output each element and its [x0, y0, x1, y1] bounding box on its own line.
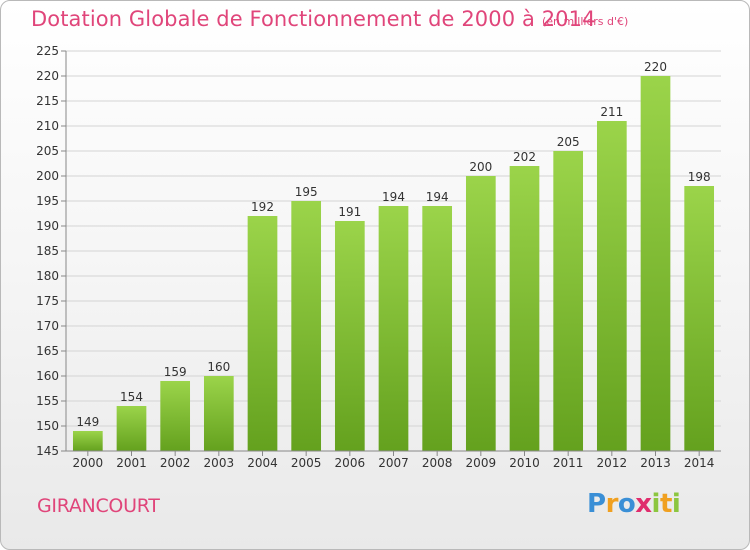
bar-value-label: 205 — [557, 135, 580, 149]
bars: 149 154 159 160 192 195 191 194 194 200 202 205 211 2… — [72, 60, 715, 451]
x-tick-label: 2013 — [640, 456, 671, 470]
y-tick-label: 205 — [36, 144, 59, 158]
x-tick-label: 2014 — [684, 456, 715, 470]
bar — [247, 216, 278, 451]
y-tick-label: 155 — [36, 394, 59, 408]
x-tick-label: 2006 — [335, 456, 366, 470]
chart-title: Dotation Globale de Fonctionnement de 20… — [31, 7, 596, 31]
x-tick-label: 2000 — [73, 456, 104, 470]
bar-value-label: 160 — [207, 360, 230, 374]
x-tick-label: 2012 — [597, 456, 628, 470]
bar — [596, 121, 627, 451]
bar-value-label: 202 — [513, 150, 536, 164]
y-tick-label: 150 — [36, 419, 59, 433]
bar — [465, 176, 496, 451]
x-tick-label: 2004 — [247, 456, 278, 470]
bar-value-label: 191 — [338, 205, 361, 219]
axes: 145 150 155 160 165 170 175 180 185 190 195 200 205 2… — [36, 44, 721, 470]
logo-letter: i — [671, 489, 681, 519]
bar-value-label: 154 — [120, 390, 143, 404]
x-tick-label: 2007 — [378, 456, 409, 470]
x-tick-label: 2005 — [291, 456, 322, 470]
x-tick-label: 2008 — [422, 456, 453, 470]
logo-letter: i — [651, 489, 661, 519]
bar-value-label: 192 — [251, 200, 274, 214]
y-tick-label: 210 — [36, 119, 59, 133]
bar — [684, 186, 715, 451]
bar — [553, 151, 584, 451]
bar — [72, 431, 103, 451]
bar — [203, 376, 234, 451]
logo-letter: o — [617, 489, 636, 519]
y-tick-label: 145 — [36, 444, 59, 458]
y-tick-label: 185 — [36, 244, 59, 258]
x-tick-label: 2001 — [116, 456, 147, 470]
y-tick-label: 180 — [36, 269, 59, 283]
logo-letter: r — [605, 489, 619, 519]
x-tick-label: 2009 — [466, 456, 497, 470]
y-tick-label: 160 — [36, 369, 59, 383]
y-tick-label: 225 — [36, 44, 59, 58]
proxiti-logo: Proxiti — [587, 489, 681, 519]
x-tick-label: 2003 — [204, 456, 235, 470]
x-tick-label: 2010 — [509, 456, 540, 470]
bar — [378, 206, 409, 451]
bar-value-label: 194 — [426, 190, 449, 204]
y-tick-label: 220 — [36, 69, 59, 83]
bar-value-label: 211 — [600, 105, 623, 119]
bar-value-label: 220 — [644, 60, 667, 74]
chart-subtitle: (en milliers d'€) — [542, 15, 629, 28]
commune-name: GIRANCOURT — [37, 495, 160, 517]
x-tick-label: 2002 — [160, 456, 191, 470]
bar — [334, 221, 365, 451]
bar — [291, 201, 322, 451]
bar-value-label: 194 — [382, 190, 405, 204]
bar-value-label: 200 — [469, 160, 492, 174]
logo-letter: t — [659, 489, 672, 519]
y-tick-label: 190 — [36, 219, 59, 233]
bar — [509, 166, 540, 451]
bar-value-label: 159 — [164, 365, 187, 379]
bar-value-label: 198 — [688, 170, 711, 184]
bar-value-label: 195 — [295, 185, 318, 199]
y-tick-label: 170 — [36, 319, 59, 333]
y-tick-label: 195 — [36, 194, 59, 208]
y-tick-label: 175 — [36, 294, 59, 308]
bar — [640, 76, 671, 451]
x-tick-label: 2011 — [553, 456, 584, 470]
y-tick-label: 165 — [36, 344, 59, 358]
bar — [160, 381, 191, 451]
bar — [422, 206, 453, 451]
y-tick-label: 200 — [36, 169, 59, 183]
bar — [116, 406, 147, 451]
logo-letter: P — [587, 489, 606, 519]
y-tick-label: 215 — [36, 94, 59, 108]
logo-letter: x — [635, 489, 652, 519]
bar-value-label: 149 — [76, 415, 99, 429]
